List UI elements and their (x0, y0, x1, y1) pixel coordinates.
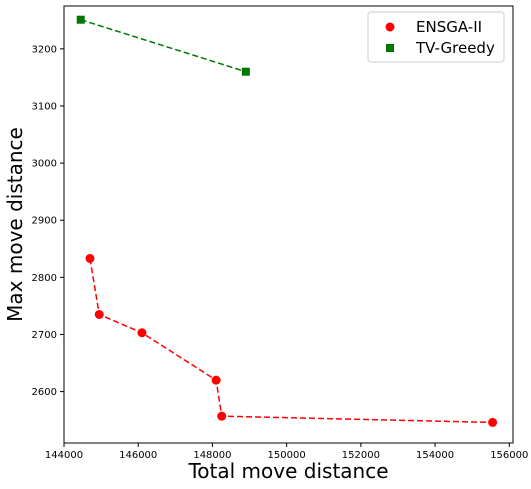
y-tick-label: 2700 (32, 330, 57, 341)
ticks-layer: 144000 146000 148000 150000 152000 154000 1560… (32, 44, 529, 461)
x-tick-label: 154000 (416, 450, 454, 461)
x-tick-label: 148000 (193, 450, 231, 461)
x-tick-label: 156000 (490, 450, 528, 461)
y-axis-title: Max move distance (3, 127, 27, 322)
x-tick-label: 152000 (342, 450, 380, 461)
series-line (80, 18, 247, 73)
data-point (241, 67, 250, 76)
legend-marker (385, 22, 395, 32)
series-ensga-ii (85, 253, 498, 427)
y-tick-label: 3100 (32, 101, 57, 112)
legend-label: ENSGA-II (416, 18, 482, 36)
y-tick-label: 2600 (32, 387, 57, 398)
y-tick-label: 2800 (32, 273, 57, 284)
y-tick-label: 3000 (32, 159, 57, 170)
legend: ENSGA-II TV-Greedy (367, 11, 505, 63)
data-point (137, 328, 147, 338)
data-point (217, 411, 227, 421)
data-point (76, 15, 85, 24)
data-point (94, 309, 104, 319)
x-tick-label: 150000 (268, 450, 306, 461)
plot-layer (76, 15, 498, 427)
data-point (488, 417, 498, 427)
legend-label: TV-Greedy (415, 39, 495, 57)
y-tick-label: 3200 (32, 44, 57, 55)
legend-box (367, 11, 505, 63)
x-axis-title: Total move distance (187, 459, 388, 483)
data-point (85, 253, 95, 263)
x-tick-label: 146000 (119, 450, 157, 461)
series-line (89, 258, 493, 424)
plot-frame (63, 5, 514, 444)
legend-marker (386, 44, 394, 52)
y-tick-label: 2900 (32, 216, 57, 227)
data-point (211, 375, 221, 385)
series-tv-greedy (76, 15, 250, 76)
x-tick-label: 144000 (45, 450, 83, 461)
